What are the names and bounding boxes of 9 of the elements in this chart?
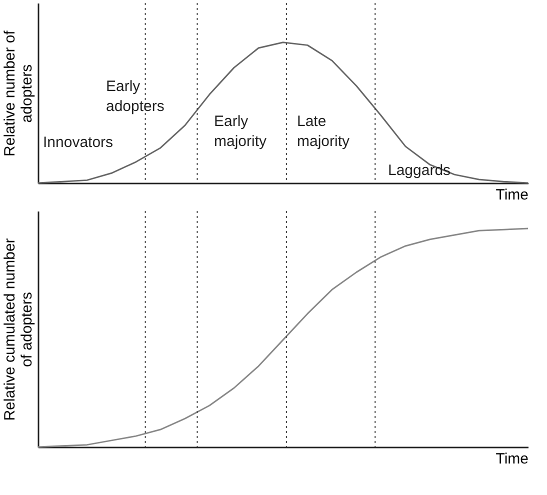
annotation: Early adopters bbox=[106, 78, 164, 115]
y-axis-title: Relative number of adopters bbox=[2, 30, 36, 156]
y-axis-title: Relative cumulated number of adopters bbox=[2, 238, 36, 421]
annotation: Laggards bbox=[388, 162, 451, 179]
x-axis-title: Time bbox=[496, 450, 528, 468]
x-axis-title: Time bbox=[496, 186, 528, 204]
annotation: Innovators bbox=[43, 134, 114, 151]
annotation: Late majority bbox=[297, 113, 350, 150]
annotation: Early majority bbox=[214, 113, 268, 150]
